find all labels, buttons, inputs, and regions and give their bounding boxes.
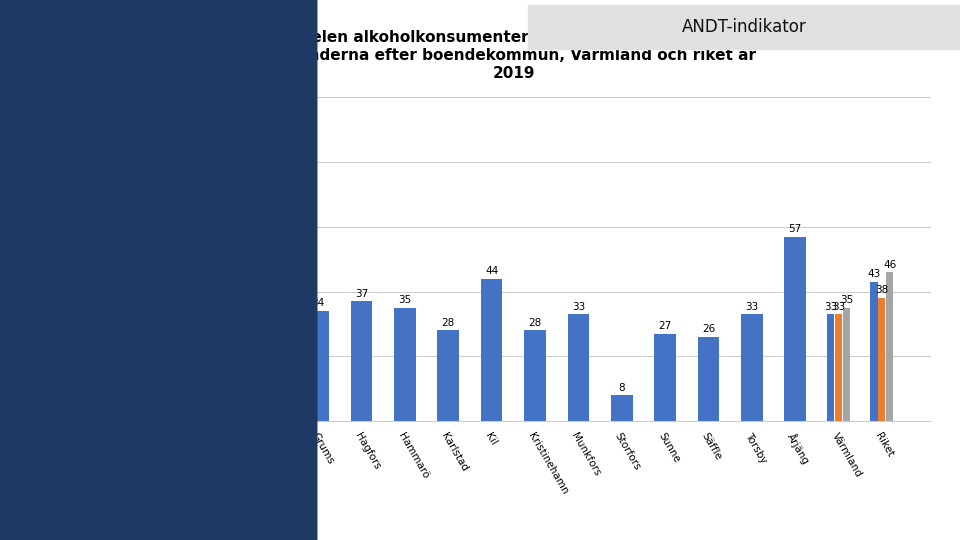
Bar: [221, 285, 242, 421]
Text: 26: 26: [702, 325, 715, 334]
Title: Andelen alkoholkonsumenter i årskurs 9 de senaste 12
månaderna efter boendekommu: Andelen alkoholkonsumenter i årskurs 9 d…: [272, 30, 756, 81]
Text: 42: 42: [268, 273, 281, 282]
Text: ANDT-indikator: ANDT-indikator: [682, 18, 806, 36]
Text: 33: 33: [572, 302, 585, 312]
Bar: [438, 330, 459, 421]
Text: 33: 33: [745, 302, 758, 312]
Bar: [843, 308, 850, 421]
Text: 27: 27: [659, 321, 672, 331]
Text: 38: 38: [876, 286, 888, 295]
Text: 36: 36: [138, 292, 152, 302]
Text: 42: 42: [225, 273, 238, 282]
Bar: [654, 334, 676, 421]
Text: 28: 28: [528, 318, 541, 328]
Text: 44: 44: [485, 266, 498, 276]
Text: 41: 41: [181, 276, 195, 286]
Text: 35: 35: [398, 295, 412, 305]
Text: 37: 37: [355, 289, 369, 299]
Bar: [567, 314, 589, 421]
Bar: [524, 330, 546, 421]
Bar: [611, 395, 633, 421]
Text: 28: 28: [442, 318, 455, 328]
Bar: [134, 305, 156, 421]
Bar: [835, 314, 842, 421]
Y-axis label: Procent: Procent: [50, 238, 60, 280]
Bar: [828, 314, 834, 421]
Text: 43: 43: [868, 269, 880, 279]
Text: 33: 33: [824, 302, 837, 312]
Bar: [481, 279, 502, 421]
Bar: [307, 311, 329, 421]
Text: 34: 34: [312, 299, 324, 308]
Bar: [350, 301, 372, 421]
Bar: [264, 285, 286, 421]
Bar: [741, 314, 762, 421]
Bar: [878, 298, 885, 421]
Bar: [886, 272, 893, 421]
Bar: [698, 337, 719, 421]
Bar: [784, 237, 806, 421]
Text: 57: 57: [788, 224, 802, 234]
Bar: [871, 282, 877, 421]
Text: 46: 46: [883, 260, 897, 269]
Text: 35: 35: [840, 295, 852, 305]
Bar: [178, 288, 199, 421]
Text: 33: 33: [832, 302, 845, 312]
Bar: [395, 308, 416, 421]
Text: 8: 8: [618, 383, 625, 393]
